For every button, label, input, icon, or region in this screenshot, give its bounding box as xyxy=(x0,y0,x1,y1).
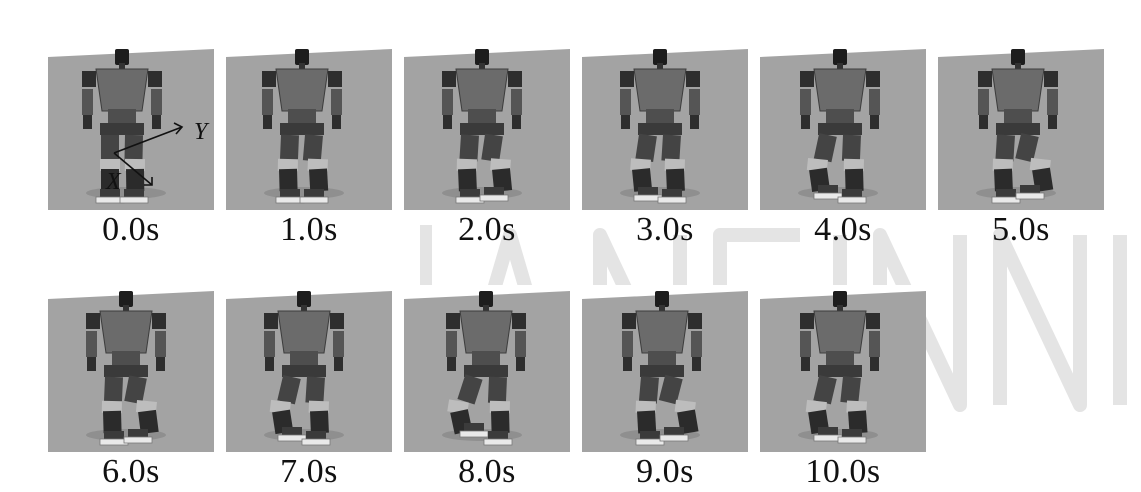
frame-10 xyxy=(760,285,926,452)
frame-caption: 8.0s xyxy=(458,453,516,490)
frame-caption: 2.0s xyxy=(458,211,516,248)
frame-8 xyxy=(404,285,570,452)
frame-caption: 3.0s xyxy=(636,211,694,248)
frame-3 xyxy=(582,43,748,210)
frame-2 xyxy=(404,43,570,210)
frame-4 xyxy=(760,43,926,210)
y-axis-label: Y xyxy=(194,119,210,145)
frame-6 xyxy=(48,285,214,452)
frame-caption: 5.0s xyxy=(992,211,1050,248)
frame-caption: 0.0s xyxy=(102,211,160,248)
frame-caption: 9.0s xyxy=(636,453,694,490)
frame-7 xyxy=(226,285,392,452)
frame-caption: 6.0s xyxy=(102,453,160,490)
frame-5 xyxy=(938,43,1104,210)
frame-caption: 10.0s xyxy=(805,453,881,490)
frame-1 xyxy=(226,43,392,210)
x-axis-label: X xyxy=(105,169,122,195)
frame-caption: 7.0s xyxy=(280,453,338,490)
frame-caption: 1.0s xyxy=(280,211,338,248)
frame-caption: 4.0s xyxy=(814,211,872,248)
axis-indicator: YX xyxy=(105,119,210,195)
frame-9 xyxy=(582,285,748,452)
